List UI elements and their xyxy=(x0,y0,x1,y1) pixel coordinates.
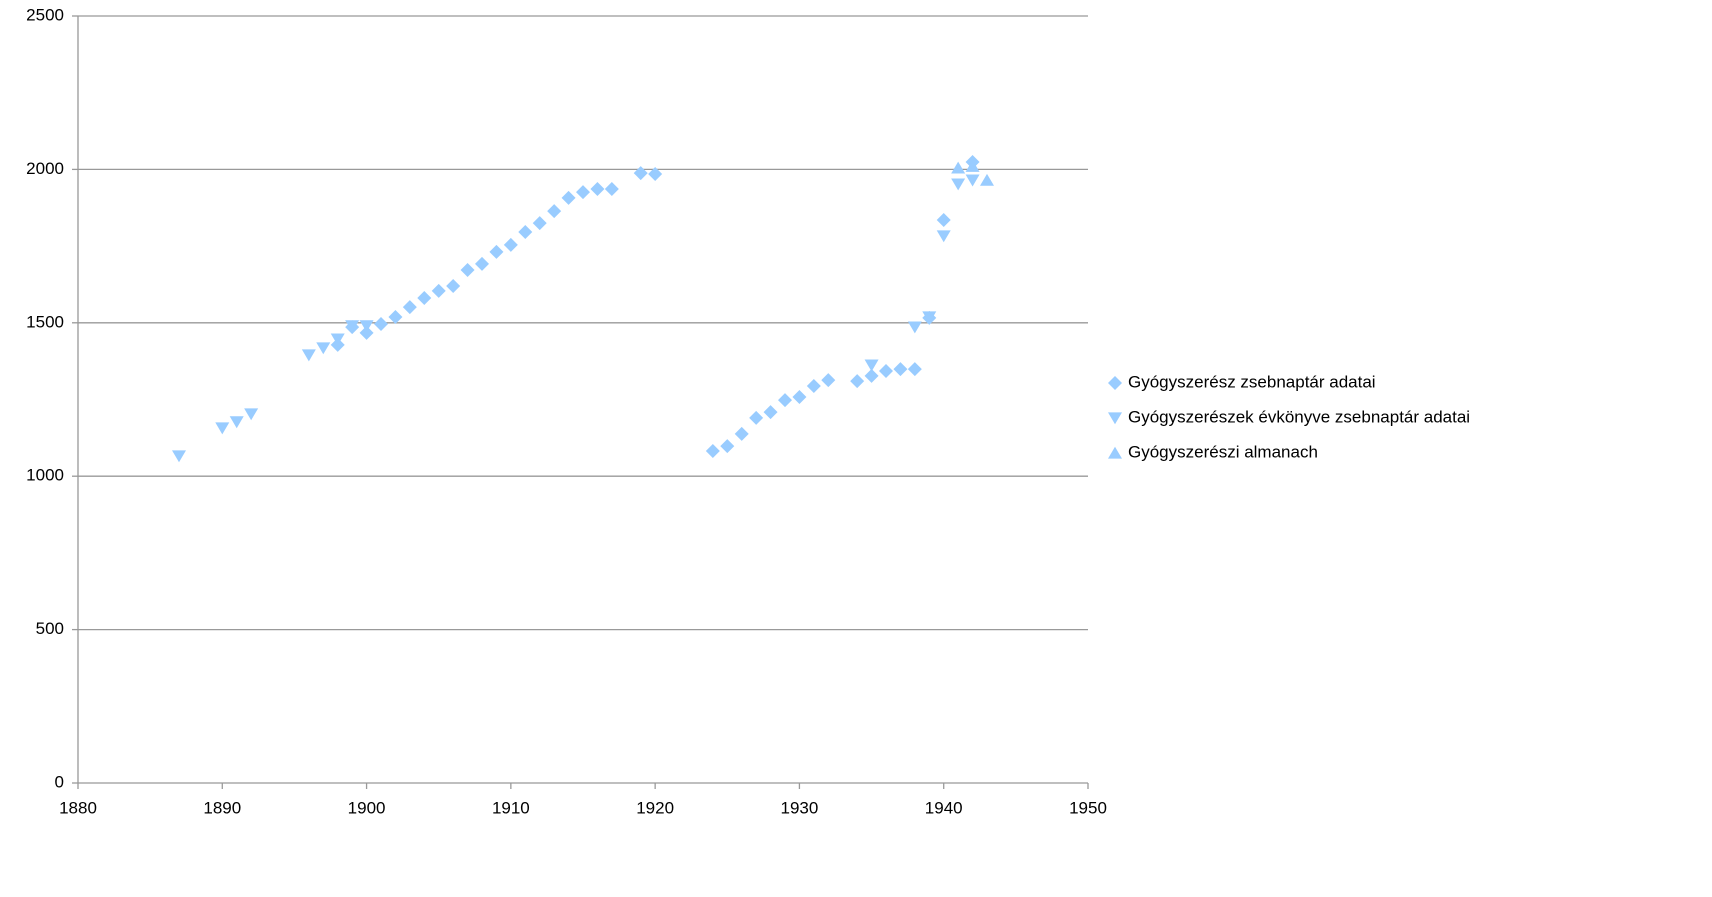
point xyxy=(359,320,374,333)
x-tick-label: 1910 xyxy=(492,798,530,817)
x-tick-label: 1890 xyxy=(203,798,241,817)
point xyxy=(561,190,576,205)
point xyxy=(720,439,735,454)
point xyxy=(763,405,778,420)
legend-label: Gyógyszerészek évkönyve zsebnaptár adata… xyxy=(1128,407,1470,426)
point xyxy=(922,311,937,324)
point xyxy=(936,213,951,228)
x-tick-label: 1900 xyxy=(348,798,386,817)
point xyxy=(446,278,461,293)
y-tick-label: 500 xyxy=(36,619,64,638)
x-tick-label: 1950 xyxy=(1069,798,1107,817)
point xyxy=(172,450,186,463)
point xyxy=(576,185,590,200)
point xyxy=(980,173,994,186)
point xyxy=(330,333,345,346)
point xyxy=(648,167,663,182)
point xyxy=(244,408,259,421)
x-tick-label: 1930 xyxy=(781,798,819,817)
point xyxy=(301,349,316,362)
point xyxy=(475,256,489,271)
point xyxy=(316,342,331,355)
point xyxy=(359,325,374,340)
point xyxy=(951,161,966,174)
point xyxy=(893,362,908,377)
point xyxy=(229,416,244,429)
legend-marker xyxy=(1108,446,1122,459)
point xyxy=(374,317,388,332)
point xyxy=(879,363,893,378)
legend-marker xyxy=(1108,412,1122,425)
point xyxy=(936,230,951,243)
y-tick-label: 1500 xyxy=(26,312,64,331)
legend-marker xyxy=(1108,376,1122,390)
point xyxy=(503,237,518,252)
point xyxy=(806,379,821,394)
point xyxy=(965,160,980,172)
point xyxy=(402,300,417,315)
point xyxy=(907,321,922,334)
point xyxy=(907,362,922,377)
point xyxy=(388,309,403,324)
x-tick-label: 1920 xyxy=(636,798,674,817)
point xyxy=(749,410,764,425)
point xyxy=(965,174,980,187)
point xyxy=(864,359,879,372)
point xyxy=(951,178,966,191)
point xyxy=(417,290,432,305)
point xyxy=(604,182,619,197)
point xyxy=(215,422,230,435)
point xyxy=(633,166,648,181)
point xyxy=(590,182,605,197)
legend-label: Gyógyszerész zsebnaptár adatai xyxy=(1128,372,1376,391)
point xyxy=(792,390,807,405)
y-tick-label: 0 xyxy=(55,772,64,791)
x-tick-label: 1940 xyxy=(925,798,963,817)
y-tick-label: 1000 xyxy=(26,466,64,485)
point xyxy=(778,393,792,408)
y-tick-label: 2000 xyxy=(26,159,64,178)
y-tick-label: 2500 xyxy=(26,5,64,24)
point xyxy=(850,374,865,389)
point xyxy=(345,320,360,333)
point xyxy=(547,204,562,219)
point xyxy=(864,368,879,383)
point xyxy=(518,224,533,239)
point xyxy=(431,283,446,298)
point xyxy=(821,373,836,388)
point xyxy=(705,444,720,459)
point xyxy=(734,426,749,441)
legend-label: Gyógyszerészi almanach xyxy=(1128,442,1318,461)
x-tick-label: 1880 xyxy=(59,798,97,817)
point xyxy=(489,244,504,259)
point xyxy=(532,216,547,231)
point xyxy=(460,263,475,278)
